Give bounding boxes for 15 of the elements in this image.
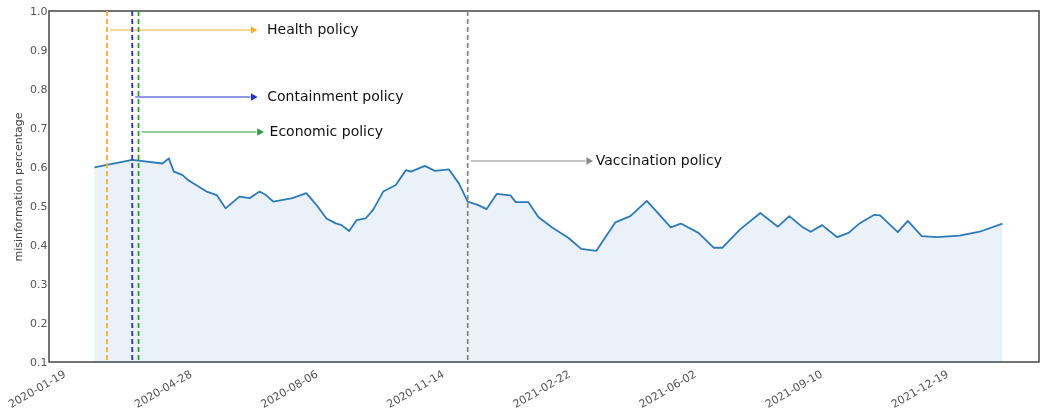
y-tick-label: 0.7	[30, 121, 48, 135]
ref-line-label: Economic policy	[269, 123, 383, 139]
ref-line-label: Health policy	[267, 21, 359, 37]
ref-line-label: Vaccination policy	[595, 152, 722, 168]
y-tick-label: 0.8	[30, 82, 48, 96]
y-tick-label: 0.9	[30, 43, 48, 57]
y-tick-label: 0.3	[30, 277, 48, 291]
y-tick-label: 0.4	[30, 238, 48, 252]
y-axis-title: misinformation percentage	[12, 112, 26, 262]
y-tick-label: 0.6	[30, 160, 48, 174]
y-tick-label: 1.0	[30, 4, 48, 18]
y-tick-label: 0.2	[30, 316, 48, 330]
y-tick-label: 0.5	[30, 199, 48, 213]
y-tick-label: 0.1	[30, 355, 48, 369]
ref-line-label: Containment policy	[267, 88, 404, 104]
